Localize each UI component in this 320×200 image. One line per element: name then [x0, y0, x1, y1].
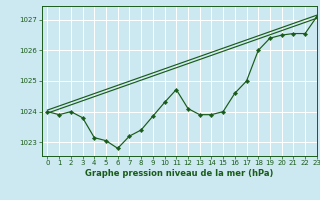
- X-axis label: Graphe pression niveau de la mer (hPa): Graphe pression niveau de la mer (hPa): [85, 169, 273, 178]
